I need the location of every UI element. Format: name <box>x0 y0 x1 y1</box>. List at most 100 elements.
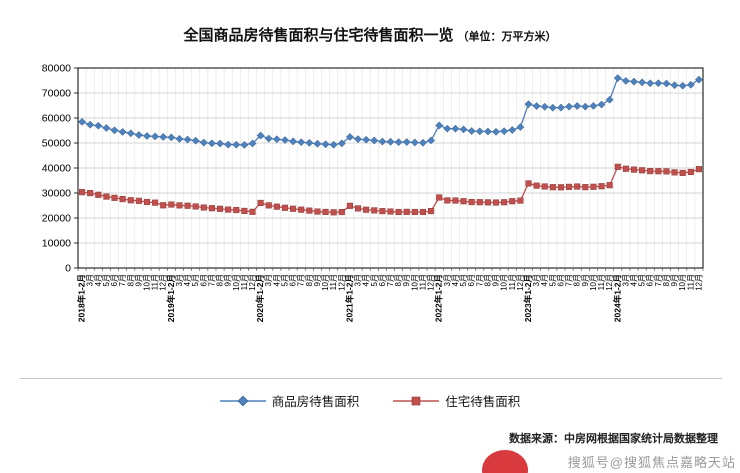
svg-text:5月: 5月 <box>102 274 111 286</box>
svg-text:10月: 10月 <box>321 274 330 291</box>
watermark-text: 搜狐号@搜狐焦点嘉略天站 <box>567 455 736 470</box>
svg-text:9月: 9月 <box>670 274 679 286</box>
svg-text:2021年1-2月: 2021年1-2月 <box>344 274 354 322</box>
blue-diamond-line-icon <box>219 395 266 406</box>
svg-text:10月: 10月 <box>589 274 598 291</box>
svg-text:4月: 4月 <box>630 274 639 286</box>
svg-text:8月: 8月 <box>126 274 135 286</box>
svg-text:7月: 7月 <box>118 274 127 286</box>
svg-text:6月: 6月 <box>199 274 208 286</box>
svg-text:8月: 8月 <box>662 274 671 286</box>
svg-text:8月: 8月 <box>573 274 582 286</box>
svg-text:2018年1-2月: 2018年1-2月 <box>77 274 87 322</box>
svg-text:9月: 9月 <box>224 274 233 286</box>
svg-text:4月: 4月 <box>362 274 371 286</box>
data-source-text: 数据来源：中房网根据国家统计局数据整理 <box>509 433 718 445</box>
svg-text:6月: 6月 <box>646 274 655 286</box>
svg-text:4月: 4月 <box>451 274 460 286</box>
svg-text:12月: 12月 <box>605 274 614 291</box>
svg-text:8月: 8月 <box>483 274 492 286</box>
svg-text:20000: 20000 <box>42 213 71 225</box>
svg-text:11月: 11月 <box>597 274 606 290</box>
svg-text:10月: 10月 <box>500 274 509 291</box>
svg-text:7月: 7月 <box>386 274 395 286</box>
legend-label-commercial: 商品房待售面积 <box>271 395 360 409</box>
svg-text:11月: 11月 <box>329 274 338 290</box>
svg-text:10月: 10月 <box>410 274 419 291</box>
svg-text:12月: 12月 <box>516 274 525 291</box>
svg-text:2019年1-2月: 2019年1-2月 <box>166 274 176 322</box>
svg-text:11月: 11月 <box>686 274 695 290</box>
legend-item-residential: 住宅待售面积 <box>393 391 520 410</box>
svg-text:3月: 3月 <box>264 274 273 286</box>
svg-text:9月: 9月 <box>581 274 590 286</box>
svg-text:11月: 11月 <box>240 274 249 290</box>
svg-text:2020年1-2月: 2020年1-2月 <box>255 274 265 322</box>
legend-label-residential: 住宅待售面积 <box>445 395 521 409</box>
svg-text:40000: 40000 <box>42 163 71 175</box>
svg-text:5月: 5月 <box>280 274 289 286</box>
svg-text:4月: 4月 <box>540 274 549 286</box>
legend-item-commercial: 商品房待售面积 <box>219 391 360 410</box>
svg-text:5月: 5月 <box>548 274 557 286</box>
svg-text:6月: 6月 <box>556 274 565 286</box>
svg-text:6月: 6月 <box>289 274 298 286</box>
svg-text:50000: 50000 <box>42 138 71 150</box>
chart-legend: 商品房待售面积 住宅待售面积 <box>0 391 740 410</box>
svg-text:5月: 5月 <box>459 274 468 286</box>
svg-text:6月: 6月 <box>467 274 476 286</box>
svg-text:7月: 7月 <box>207 274 216 286</box>
svg-text:2024年1-2月: 2024年1-2月 <box>612 274 622 322</box>
svg-text:70000: 70000 <box>42 88 71 100</box>
svg-text:7月: 7月 <box>565 274 574 286</box>
svg-text:9月: 9月 <box>492 274 501 286</box>
svg-text:3月: 3月 <box>532 274 541 286</box>
svg-text:8月: 8月 <box>216 274 225 286</box>
svg-text:6月: 6月 <box>378 274 387 286</box>
svg-text:5月: 5月 <box>638 274 647 286</box>
svg-text:8月: 8月 <box>394 274 403 286</box>
svg-text:6月: 6月 <box>110 274 119 286</box>
svg-text:12月: 12月 <box>159 274 168 291</box>
svg-text:7月: 7月 <box>475 274 484 286</box>
svg-text:4月: 4月 <box>272 274 281 286</box>
svg-text:5月: 5月 <box>370 274 379 286</box>
svg-text:10000: 10000 <box>42 238 71 250</box>
red-square-line-icon <box>393 396 440 405</box>
svg-text:80000: 80000 <box>42 63 71 75</box>
svg-text:2022年1-2月: 2022年1-2月 <box>434 274 444 322</box>
svg-text:9月: 9月 <box>134 274 143 286</box>
svg-text:7月: 7月 <box>297 274 306 286</box>
svg-text:11月: 11月 <box>418 274 427 290</box>
sohu-focus-logo-icon <box>482 450 528 473</box>
svg-text:3月: 3月 <box>354 274 363 286</box>
svg-text:60000: 60000 <box>42 113 71 125</box>
chart-title: 全国商品房待售面积与住宅待售面积一览 （单位：万平方米） <box>0 24 740 45</box>
svg-text:10月: 10月 <box>678 274 687 291</box>
svg-text:2023年1-2月: 2023年1-2月 <box>523 274 533 322</box>
svg-text:4月: 4月 <box>94 274 103 286</box>
svg-text:3月: 3月 <box>86 274 95 286</box>
svg-text:11月: 11月 <box>508 274 517 290</box>
page-title: 全国商品房待售面积与住宅待售面积一览 <box>183 27 454 44</box>
svg-text:3月: 3月 <box>621 274 630 286</box>
svg-text:10月: 10月 <box>232 274 241 291</box>
chart-bottom-divider <box>20 378 722 379</box>
svg-text:4月: 4月 <box>183 274 192 286</box>
svg-text:10月: 10月 <box>142 274 151 291</box>
svg-text:3月: 3月 <box>443 274 452 286</box>
svg-text:9月: 9月 <box>313 274 322 286</box>
svg-text:0: 0 <box>65 263 71 275</box>
svg-text:12月: 12月 <box>337 274 346 291</box>
line-chart-plot-area: 0 10000 20000 30000 40000 50000 60000 70000 8000… <box>42 63 704 322</box>
svg-text:8月: 8月 <box>305 274 314 286</box>
svg-text:12月: 12月 <box>427 274 436 291</box>
svg-text:12月: 12月 <box>694 274 703 291</box>
svg-text:5月: 5月 <box>191 274 200 286</box>
svg-text:30000: 30000 <box>42 188 71 200</box>
svg-text:12月: 12月 <box>248 274 257 291</box>
svg-text:11月: 11月 <box>151 274 160 290</box>
title-unit: （单位：万平方米） <box>457 31 557 43</box>
svg-text:7月: 7月 <box>654 274 663 286</box>
